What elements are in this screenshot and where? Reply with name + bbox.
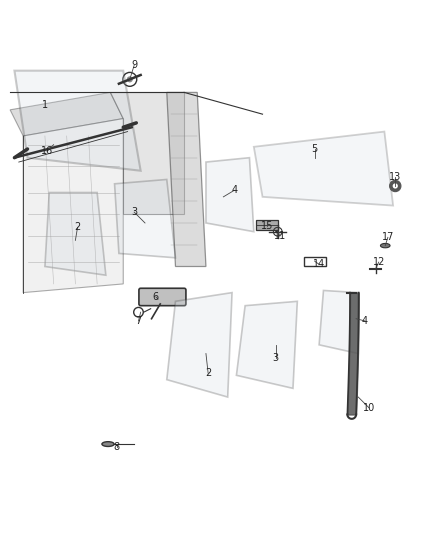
Circle shape — [390, 180, 401, 192]
Polygon shape — [206, 158, 254, 232]
Text: 3: 3 — [131, 207, 137, 217]
Polygon shape — [14, 71, 141, 171]
Ellipse shape — [381, 244, 390, 248]
Text: 9: 9 — [131, 60, 137, 70]
Polygon shape — [319, 290, 358, 353]
Polygon shape — [115, 180, 176, 258]
Circle shape — [392, 183, 398, 189]
Circle shape — [127, 76, 133, 83]
Polygon shape — [45, 192, 106, 275]
Text: 17: 17 — [381, 232, 394, 243]
Text: 2: 2 — [74, 222, 81, 232]
Text: 7: 7 — [135, 316, 141, 326]
Text: 2: 2 — [205, 368, 211, 378]
Text: 16: 16 — [41, 146, 53, 156]
Polygon shape — [167, 293, 232, 397]
Bar — [256, 220, 278, 230]
Text: 14: 14 — [313, 260, 325, 269]
Text: 8: 8 — [113, 442, 120, 452]
Text: 4: 4 — [362, 316, 368, 326]
Text: 6: 6 — [153, 292, 159, 302]
Polygon shape — [10, 92, 123, 136]
Polygon shape — [23, 118, 123, 293]
Text: 12: 12 — [373, 257, 385, 267]
Text: 10: 10 — [363, 403, 375, 413]
Polygon shape — [110, 92, 184, 214]
Text: 3: 3 — [272, 353, 279, 363]
Text: 11: 11 — [274, 231, 286, 241]
Polygon shape — [237, 301, 297, 389]
Text: 1: 1 — [42, 100, 48, 110]
Text: 5: 5 — [311, 144, 318, 154]
Text: 4: 4 — [231, 185, 237, 195]
Polygon shape — [167, 92, 206, 266]
Text: 15: 15 — [261, 221, 273, 231]
Ellipse shape — [102, 442, 114, 447]
Polygon shape — [254, 132, 393, 206]
FancyBboxPatch shape — [139, 288, 186, 305]
Text: 13: 13 — [389, 172, 401, 182]
